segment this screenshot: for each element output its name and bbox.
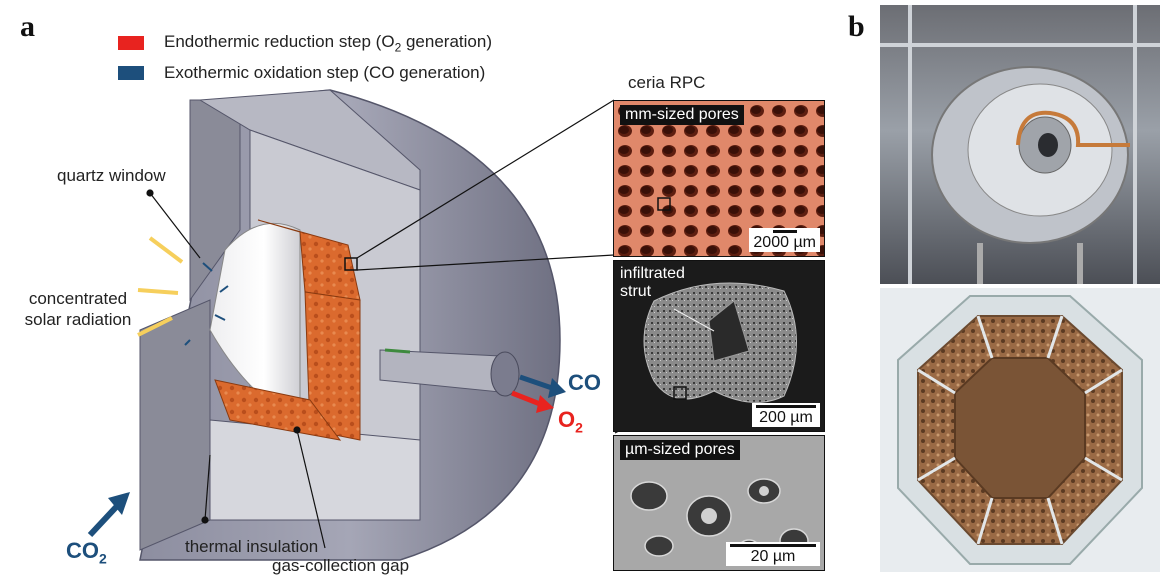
- micrograph-um-pores: µm-sized pores 20 µm: [613, 435, 825, 571]
- scalebar-line-2000: [772, 230, 797, 233]
- zoom-box-micro: [673, 386, 687, 400]
- co-arrowhead: [548, 378, 566, 398]
- legend-label-reduction: Endothermic reduction step (O2 generatio…: [164, 32, 492, 55]
- photo-reactor: [880, 5, 1160, 284]
- gas-label-o2: O2: [558, 407, 583, 436]
- o2-arrowhead: [536, 395, 554, 413]
- gas-label-co: CO: [568, 370, 601, 395]
- photo-ceria-drawing: [897, 295, 1143, 565]
- octagon-inner: [954, 357, 1086, 499]
- window-flow-arrows: [184, 262, 229, 346]
- aperture-hole: [1038, 133, 1058, 157]
- gas-label-co2: CO2: [66, 538, 107, 567]
- strut-cavity: [708, 300, 750, 362]
- co-arrow: [519, 374, 553, 391]
- cooling-coil: [1016, 110, 1130, 147]
- scalebar-20: 20 µm: [726, 542, 820, 566]
- micrograph-tag-mm: mm-sized pores: [620, 105, 744, 125]
- front-flange-bottom: [139, 299, 211, 551]
- zoom-box-strut: [657, 197, 671, 211]
- strut-texture: [643, 282, 797, 403]
- micrograph-tag-um: µm-sized pores: [620, 440, 740, 460]
- co2-arrowhead: [108, 492, 130, 515]
- leader-lines: [146, 99, 620, 549]
- legend-item-oxidation: Exothermic oxidation step (CO generation…: [118, 63, 485, 83]
- top-wall: [198, 89, 421, 191]
- scalebar-label-200: 200 µm: [759, 409, 813, 426]
- scalebar-label-2000: 2000 µm: [753, 234, 816, 251]
- solar-radiation-arrows: [137, 236, 184, 337]
- flow-arrow-green: [384, 348, 411, 354]
- scalebar-line-200: [756, 405, 816, 408]
- micrograph-strut: infiltrated strut 200 µm: [613, 260, 825, 432]
- photo-reactor-drawing: [880, 5, 1160, 284]
- pipe-flange: [490, 351, 520, 397]
- label-gas-collection-gap: gas-collection gap: [272, 556, 410, 575]
- panel-a-letter: a: [20, 10, 35, 43]
- label-thermal-insulation: thermal insulation: [185, 537, 319, 556]
- scalebar-2000: 2000 µm: [749, 228, 820, 252]
- label-concentrated-line1: concentrated: [28, 289, 128, 308]
- micrograph-tag-strut: infiltrated strut: [620, 265, 685, 300]
- legend-item-reduction: Endothermic reduction step (O2 generatio…: [118, 32, 492, 54]
- ceria-foam-bottom: [214, 379, 342, 441]
- photo-ceria-structure: [880, 288, 1160, 572]
- co2-arrow: [87, 502, 121, 538]
- label-ceria-rpc: ceria RPC: [628, 73, 706, 92]
- panel-b-letter: b: [848, 10, 865, 43]
- scalebar-200: 200 µm: [752, 403, 820, 427]
- zoom-box-foam: [344, 257, 358, 271]
- o2-arrow: [511, 390, 541, 407]
- reactor-cutaway-diagram: [87, 89, 620, 561]
- label-concentrated-line2: solar radiation: [24, 310, 132, 329]
- legend-label-oxidation: Exothermic oxidation step (CO generation…: [164, 63, 486, 82]
- label-quartz-window: quartz window: [57, 166, 166, 185]
- strut-leader: [673, 308, 715, 332]
- scalebar-label-20: 20 µm: [750, 548, 796, 565]
- micrograph-mm-pores: mm-sized pores 2000 µm: [613, 100, 825, 257]
- ceria-foam-side: [304, 291, 361, 441]
- legend-swatch-red: [118, 36, 144, 51]
- scalebar-line-20: [730, 544, 816, 547]
- legend-swatch-blue: [118, 66, 144, 80]
